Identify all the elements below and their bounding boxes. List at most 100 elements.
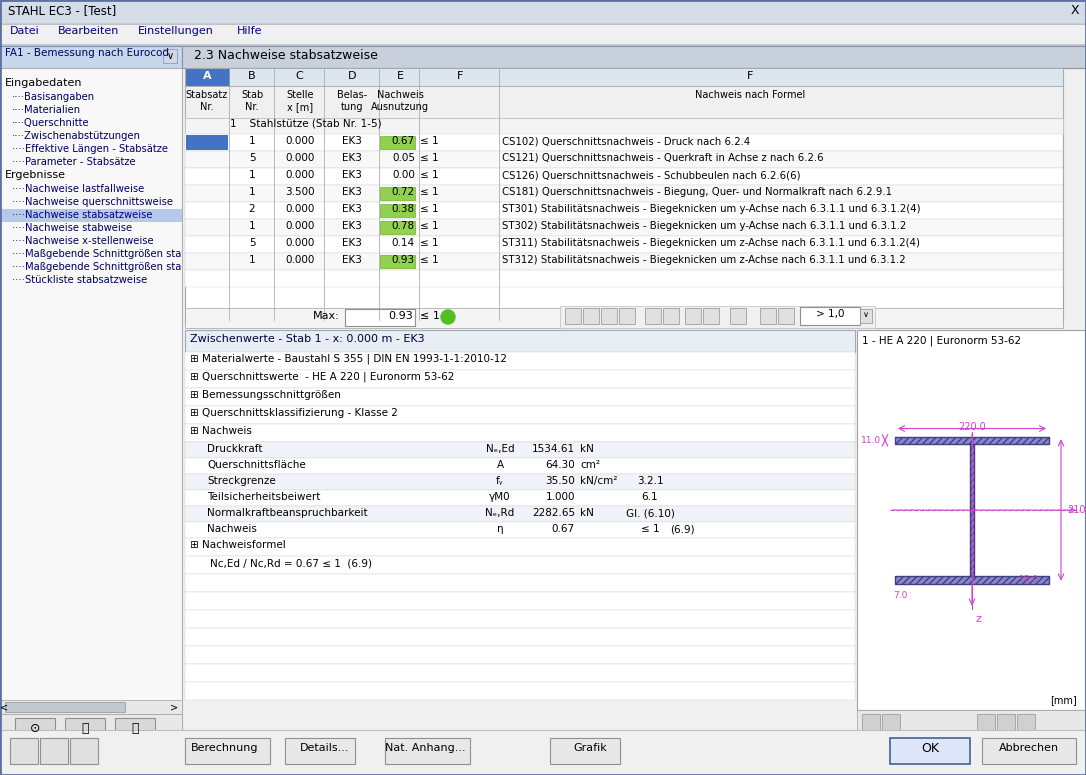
Text: C: C: [295, 71, 303, 81]
Text: ≤ 1: ≤ 1: [420, 136, 439, 146]
Bar: [185, 458, 855, 474]
Text: 11.0: 11.0: [861, 436, 881, 445]
Text: 1: 1: [249, 170, 255, 180]
Text: cm²: cm²: [580, 460, 599, 470]
Bar: [10, 738, 38, 764]
Text: ⊞ Querschnittswerte  - HE A 220 | Euronorm 53-62: ⊞ Querschnittswerte - HE A 220 | Euronor…: [190, 372, 454, 383]
Text: 0.000: 0.000: [286, 255, 315, 265]
Bar: [977, 714, 995, 730]
Text: STAHL EC3 - [Test]: STAHL EC3 - [Test]: [8, 4, 116, 17]
Bar: [185, 68, 1063, 323]
Text: ≤ 1: ≤ 1: [420, 255, 439, 265]
Text: ≤ 1: ≤ 1: [420, 221, 439, 231]
Bar: [185, 253, 1063, 270]
Text: ····Nachweise querschnittsweise: ····Nachweise querschnittsweise: [12, 197, 173, 207]
Bar: [185, 68, 1063, 86]
Text: CS126) Querschnittsnachweis - Schubbeulen nach 6.2.6(6): CS126) Querschnittsnachweis - Schubbeule…: [502, 170, 800, 180]
Bar: [163, 49, 177, 63]
Bar: [70, 738, 98, 764]
Bar: [565, 308, 581, 324]
Text: 0.72: 0.72: [392, 187, 415, 197]
Text: Grafik: Grafik: [573, 743, 607, 753]
Bar: [185, 474, 855, 490]
Bar: [662, 308, 679, 324]
Text: ⬛: ⬛: [131, 722, 139, 735]
Text: <: <: [0, 702, 8, 712]
Bar: [970, 444, 974, 576]
Bar: [895, 436, 1049, 444]
Text: kN: kN: [580, 508, 594, 518]
Text: Nat. Anhang...: Nat. Anhang...: [384, 743, 465, 753]
Bar: [560, 306, 875, 328]
Bar: [0, 209, 182, 222]
Text: 1: 1: [249, 221, 255, 231]
Text: ∨: ∨: [863, 310, 869, 319]
Bar: [185, 538, 855, 556]
Text: 7.0: 7.0: [893, 591, 907, 601]
Text: 0.00: 0.00: [392, 170, 415, 180]
Bar: [895, 576, 1049, 584]
Text: ····Nachweise stabsatzweise: ····Nachweise stabsatzweise: [12, 210, 152, 220]
Bar: [185, 86, 1063, 118]
Text: CS181) Querschnittsnachweis - Biegung, Quer- und Normalkraft nach 6.2.9.1: CS181) Querschnittsnachweis - Biegung, Q…: [502, 187, 892, 197]
Text: 0.67: 0.67: [552, 524, 574, 534]
Bar: [185, 442, 855, 460]
Text: Normalkraftbeanspruchbarkeit: Normalkraftbeanspruchbarkeit: [207, 508, 368, 518]
Bar: [65, 718, 105, 738]
Bar: [185, 151, 1063, 168]
Text: F: F: [747, 71, 754, 81]
Text: X: X: [1071, 4, 1079, 17]
Text: Gl. (6.10): Gl. (6.10): [626, 508, 674, 518]
Text: 18.0: 18.0: [1019, 575, 1039, 584]
Text: 1.000: 1.000: [545, 492, 574, 502]
Text: ····Nachweise lastfallweise: ····Nachweise lastfallweise: [12, 184, 144, 194]
Text: 0.000: 0.000: [286, 136, 315, 146]
Text: 5: 5: [249, 153, 255, 163]
Text: 35.50: 35.50: [545, 476, 574, 486]
Bar: [0, 700, 182, 714]
Bar: [185, 352, 855, 370]
Bar: [0, 0, 1086, 24]
Text: 3.2.1: 3.2.1: [636, 476, 664, 486]
Bar: [0, 44, 1086, 46]
Text: ≤ 1: ≤ 1: [641, 524, 659, 534]
Bar: [5, 702, 125, 712]
Text: 0.78: 0.78: [392, 221, 415, 231]
Bar: [380, 255, 415, 268]
Text: ····Maßgebende Schnittgrößen sta: ····Maßgebende Schnittgrößen sta: [12, 262, 181, 272]
Text: OK: OK: [921, 742, 939, 755]
Text: Nₑ,Rd: Nₑ,Rd: [485, 508, 515, 518]
Bar: [185, 490, 855, 506]
Text: ≤ 1: ≤ 1: [420, 187, 439, 197]
Bar: [185, 442, 855, 458]
Text: Hilfe: Hilfe: [237, 26, 263, 36]
Bar: [345, 309, 415, 326]
Bar: [185, 646, 855, 664]
Text: ····Querschnitte: ····Querschnitte: [12, 118, 90, 128]
Bar: [895, 576, 1049, 584]
Text: 64.30: 64.30: [545, 460, 574, 470]
Text: ····Materialien: ····Materialien: [12, 105, 81, 115]
Text: 2282.65: 2282.65: [532, 508, 574, 518]
Text: 0.67: 0.67: [392, 136, 415, 146]
Text: 0.000: 0.000: [286, 153, 315, 163]
Text: Ergebnisse: Ergebnisse: [5, 170, 66, 180]
Text: 1 - HE A 220 | Euronorm 53-62: 1 - HE A 220 | Euronorm 53-62: [862, 335, 1021, 346]
Bar: [891, 738, 970, 764]
Text: ····Effektive Längen - Stabsätze: ····Effektive Längen - Stabsätze: [12, 144, 168, 154]
Text: D: D: [348, 71, 356, 81]
Text: ····Parameter - Stabsätze: ····Parameter - Stabsätze: [12, 157, 136, 167]
Text: ⊞ Nachweisformel: ⊞ Nachweisformel: [190, 540, 286, 550]
Bar: [186, 69, 229, 85]
Bar: [185, 219, 1063, 236]
Text: ≤ 1: ≤ 1: [420, 311, 440, 321]
Text: 0.05: 0.05: [392, 153, 415, 163]
Bar: [0, 46, 182, 68]
Text: ⬛: ⬛: [81, 722, 89, 735]
Bar: [185, 574, 855, 592]
Bar: [185, 370, 855, 388]
Text: 1: 1: [249, 187, 255, 197]
Text: Einstellungen: Einstellungen: [138, 26, 213, 36]
Text: ····Stückliste stabsatzweise: ····Stückliste stabsatzweise: [12, 275, 148, 285]
Text: y: y: [1084, 505, 1086, 515]
